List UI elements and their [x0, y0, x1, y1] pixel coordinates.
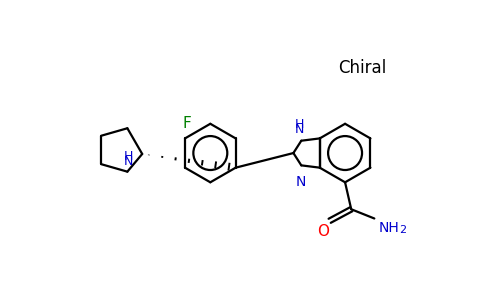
Text: 2: 2 [399, 225, 406, 235]
Text: N: N [295, 123, 304, 136]
Text: Chiral: Chiral [338, 59, 386, 77]
Text: O: O [318, 224, 330, 239]
Text: N: N [123, 155, 133, 168]
Text: N: N [295, 176, 306, 189]
Text: H: H [295, 118, 304, 131]
Text: NH: NH [378, 221, 399, 235]
Text: H: H [123, 150, 133, 163]
Text: F: F [182, 116, 191, 131]
